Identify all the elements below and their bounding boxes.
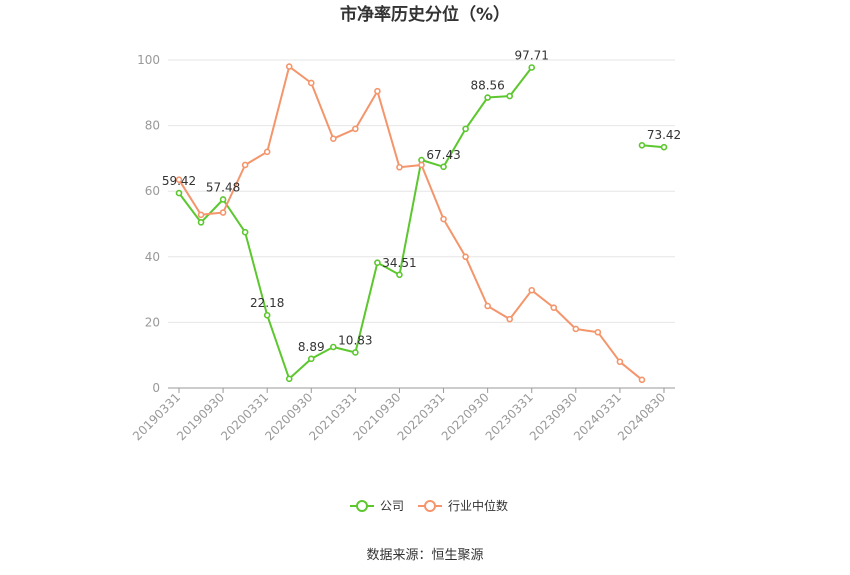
data-label: 59.42 (162, 174, 196, 188)
y-tick-label: 0 (152, 381, 160, 395)
data-point[interactable] (285, 63, 293, 70)
data-label: 67.43 (426, 148, 460, 162)
y-tick-label: 20 (145, 315, 160, 329)
data-point[interactable] (330, 343, 337, 351)
data-point[interactable] (440, 215, 447, 223)
data-label: 8.89 (298, 340, 325, 354)
legend-item-0[interactable]: 公司 (350, 499, 404, 513)
series-line-0 (641, 144, 665, 149)
data-label: 10.83 (338, 333, 372, 347)
data-point[interactable] (638, 141, 646, 149)
data-point[interactable] (528, 286, 536, 294)
data-point[interactable] (462, 125, 469, 133)
data-point[interactable] (462, 253, 469, 261)
legend-marker (356, 500, 368, 512)
data-point[interactable] (418, 161, 425, 169)
data-point[interactable] (638, 376, 646, 384)
data-point[interactable] (352, 125, 359, 133)
y-tick-label: 40 (145, 250, 160, 264)
data-point[interactable] (175, 189, 183, 197)
legend[interactable]: 公司 行业中位数 (350, 498, 508, 513)
data-label: 22.18 (250, 296, 284, 310)
data-point[interactable] (197, 219, 205, 226)
data-point[interactable] (307, 79, 315, 87)
data-point[interactable] (330, 135, 337, 143)
data-point[interactable] (307, 355, 315, 363)
data-point[interactable] (374, 87, 381, 95)
data-point[interactable] (263, 311, 271, 319)
data-point[interactable] (506, 315, 513, 323)
source-note: 数据来源：恒生聚源 (366, 548, 483, 563)
data-point[interactable] (528, 64, 536, 71)
data-point[interactable] (594, 328, 602, 336)
y-tick-label: 80 (145, 119, 160, 133)
legend-marker (424, 500, 436, 512)
data-label: 88.56 (470, 79, 504, 93)
data-point[interactable] (440, 163, 447, 171)
data-point[interactable] (197, 211, 205, 219)
legend-item-1[interactable]: 行业中位数 (418, 498, 508, 513)
data-point[interactable] (396, 163, 403, 171)
x-tick-label: 20240830 (615, 390, 668, 443)
data-point[interactable] (263, 148, 271, 156)
data-point[interactable] (374, 259, 381, 267)
data-labels: 59.42 57.48 22.18 8.89 10.83 34.51 67.43 88.56 9… (162, 49, 681, 354)
data-point[interactable] (219, 209, 227, 216)
y-tick-label: 60 (145, 184, 160, 198)
data-point[interactable] (484, 302, 491, 310)
grid (168, 59, 675, 323)
data-point[interactable] (219, 196, 227, 203)
data-point[interactable] (484, 94, 491, 101)
data-point[interactable] (396, 271, 403, 279)
data-label: 34.51 (382, 256, 416, 270)
data-point[interactable] (285, 375, 293, 383)
data-point[interactable] (572, 325, 580, 333)
data-point[interactable] (352, 349, 359, 356)
axes: 0204060801002019033120190930202003312020… (130, 53, 675, 443)
chart-title: 市净率历史分位（%） (340, 4, 510, 25)
data-point[interactable] (616, 358, 624, 366)
data-point[interactable] (660, 143, 668, 151)
data-label: 97.71 (515, 49, 549, 63)
data-label: 57.48 (206, 180, 240, 194)
series-group (175, 63, 668, 384)
data-point[interactable] (241, 161, 249, 169)
series-line-0 (178, 66, 533, 380)
y-tick-label: 100 (137, 53, 160, 67)
legend-label: 公司 (380, 499, 404, 513)
data-point[interactable] (550, 304, 558, 311)
legend-label: 行业中位数 (448, 498, 508, 513)
data-point[interactable] (175, 176, 183, 184)
series-line-1 (178, 65, 643, 381)
data-point[interactable] (506, 92, 513, 100)
data-point[interactable] (241, 228, 249, 236)
data-label: 73.42 (647, 128, 681, 142)
